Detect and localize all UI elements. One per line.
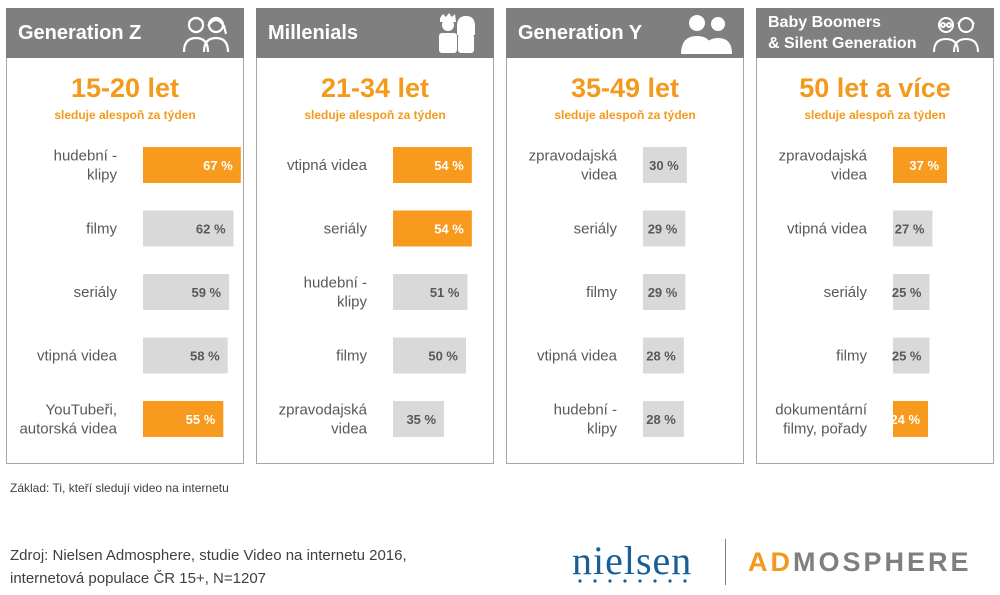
bar [393, 337, 466, 374]
category-label: hudební -klipy [304, 275, 368, 311]
bar [893, 147, 948, 183]
age-range: 15-20 let [70, 73, 180, 103]
age-range: 50 let a více [799, 73, 951, 103]
age-subtitle: sleduje alespoň za týden [554, 108, 696, 122]
panel-title: Generation Z [18, 22, 142, 44]
bar [143, 147, 241, 183]
basis-note: Základ: Ti, kteří sledují video na inter… [10, 481, 229, 495]
bar-chart-baby-boomers: 37 % zpravodajská videa 27 % vtipná videa 25 … [775, 147, 948, 438]
panel-generation-z: Generation Z 15-20 let sleduje alespoň z… [6, 8, 244, 464]
category-label: seriály [74, 284, 118, 301]
category-label: hudební -klipy [54, 148, 118, 184]
bar-value-label: 29 % [648, 222, 678, 237]
bar [143, 337, 228, 374]
age-range: 35-49 let [570, 73, 680, 103]
bar [393, 274, 468, 310]
age-subtitle: sleduje alespoň za týden [804, 108, 946, 122]
nielsen-wordmark: nielsen [572, 538, 693, 583]
category-label: vtipná videa [287, 157, 368, 174]
bar [393, 147, 472, 183]
category-label: zpravodajská videa [779, 148, 868, 184]
category-label: zpravodajská videa [529, 148, 618, 184]
category-label: vtipná videa [37, 348, 118, 365]
elderly-couple-icon [933, 17, 979, 53]
bar-value-label: 50 % [428, 349, 458, 364]
bar [143, 274, 230, 310]
young-adults-icon [439, 13, 475, 53]
bar-value-label: 25 % [892, 349, 922, 364]
age-subtitle: sleduje alespoň za týden [54, 108, 196, 122]
bar [643, 401, 684, 437]
category-label: filmy [86, 221, 117, 238]
source-note: Zdroj: Nielsen Admosphere, studie Video … [10, 547, 407, 587]
bar [893, 210, 933, 247]
panel-header: Generation Y [506, 8, 744, 58]
bar-value-label: 51 % [430, 285, 460, 300]
bar-value-label: 37 % [909, 158, 939, 173]
category-label: hudební -klipy [554, 402, 618, 438]
category-label: seriály [824, 284, 868, 301]
bar [393, 210, 472, 247]
bar-value-label: 28 % [646, 349, 676, 364]
category-label: vtipná videa [537, 348, 618, 365]
bar-value-label: 54 % [434, 158, 464, 173]
category-label: filmy [586, 284, 617, 301]
category-label: filmy [836, 348, 867, 365]
bar-value-label: 30 % [649, 158, 679, 173]
admosphere-wordmark: ADMOSPHERE [748, 547, 972, 578]
bar [893, 337, 930, 374]
adult-couple-icon [681, 15, 732, 54]
admosphere-ad: AD [748, 547, 793, 577]
bar [643, 337, 684, 374]
bar-chart-generation-z: 67 % hudební -klipy 62 % filmy 59 % seriály 58… [19, 147, 241, 438]
bar [893, 274, 930, 310]
bar-value-label: 54 % [434, 222, 464, 237]
panel-header: Generation Z [6, 8, 244, 58]
panel-title: Millenials [268, 22, 359, 44]
panel-generation-y: Generation Y 35-49 let sleduje alespoň z… [506, 8, 744, 464]
bar-chart-generation-y: 30 % zpravodajská videa 29 % seriály 29 % film… [529, 147, 687, 438]
bar [143, 210, 234, 247]
bar-value-label: 58 % [190, 349, 220, 364]
panel-baby-boomers: Baby Boomers & Silent Generation 50 let … [756, 8, 994, 464]
bar-chart-millenials: 54 % vtipná videa 54 % seriály 51 % hudební -… [279, 147, 472, 438]
bar [643, 147, 687, 183]
category-label: filmy [336, 348, 367, 365]
category-label: zpravodajská videa [279, 402, 368, 438]
bar-value-label: 29 % [648, 285, 678, 300]
teen-couple-icon [182, 16, 230, 53]
bar [143, 401, 224, 437]
nielsen-admosphere-logo: nielsen ADMOSPHERE [572, 537, 992, 587]
bar [893, 401, 929, 437]
panel-millenials: Millenials 21-34 let sleduje alespoň za … [256, 8, 494, 464]
bar [393, 401, 445, 437]
bar-value-label: 25 % [892, 285, 922, 300]
bar-value-label: 24 % [890, 412, 920, 427]
logo-separator [725, 539, 726, 585]
bar-value-label: 35 % [406, 412, 436, 427]
category-label: YouTubeři, autorská videa [19, 402, 117, 438]
panel-title: Generation Y [518, 22, 643, 44]
panel-header: Baby Boomers & Silent Generation [756, 8, 994, 58]
category-label: dokumentární filmy, pořady [775, 402, 868, 438]
bar-value-label: 28 % [646, 412, 676, 427]
admosphere-rest: MOSPHERE [793, 547, 972, 577]
bar-value-label: 67 % [203, 158, 233, 173]
age-subtitle: sleduje alespoň za týden [304, 108, 446, 122]
category-label: seriály [324, 221, 368, 238]
bar-value-label: 27 % [895, 222, 925, 237]
category-label: seriály [574, 221, 618, 238]
bar [643, 274, 686, 310]
bar-value-label: 59 % [191, 285, 221, 300]
age-range: 21-34 let [320, 73, 430, 103]
category-label: vtipná videa [787, 221, 868, 238]
panel-header: Millenials [256, 8, 494, 58]
bar-value-label: 55 % [186, 412, 216, 427]
bar [643, 210, 686, 247]
panel-title: Baby Boomers & Silent Generation [768, 14, 917, 52]
bar-value-label: 62 % [196, 222, 226, 237]
nielsen-dots [578, 579, 687, 583]
